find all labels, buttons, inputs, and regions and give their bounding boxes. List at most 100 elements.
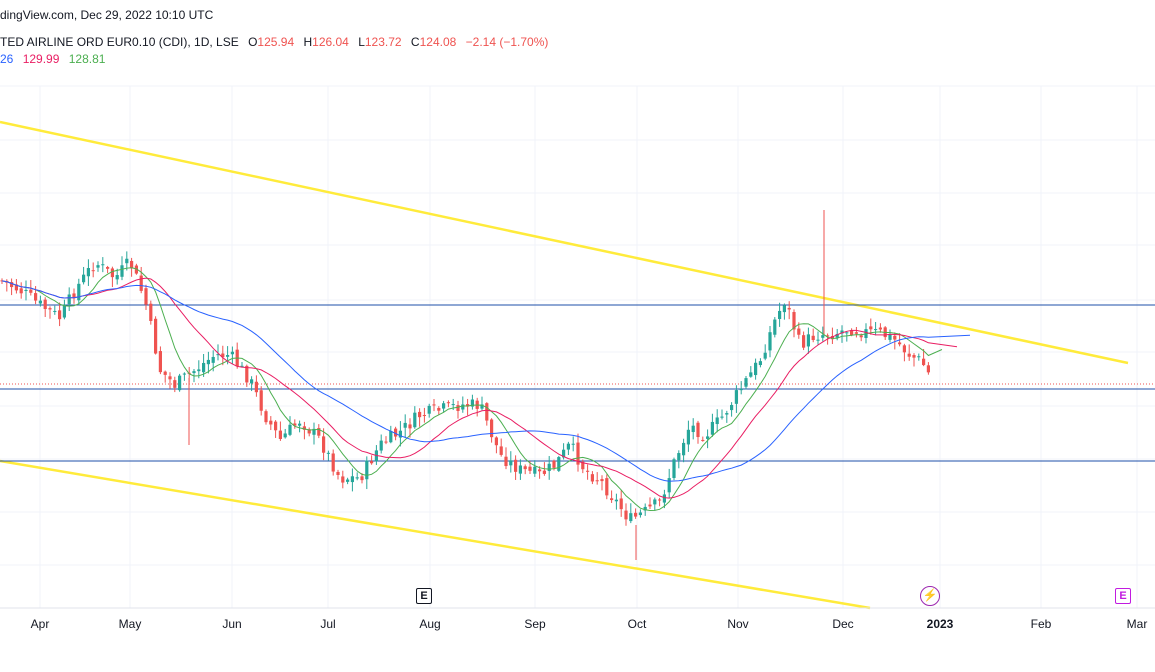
candle bbox=[62, 299, 66, 320]
candle bbox=[648, 497, 652, 510]
candle-body bbox=[158, 351, 162, 373]
candle-body bbox=[686, 429, 690, 445]
candle-body bbox=[768, 332, 772, 351]
candle bbox=[446, 400, 450, 408]
candle bbox=[874, 321, 878, 336]
candle bbox=[322, 428, 326, 461]
candle-body bbox=[259, 390, 263, 411]
candle bbox=[854, 326, 858, 338]
candle-body bbox=[173, 380, 177, 388]
time-axis[interactable]: Apr May Jun Jul Aug Sep Oct Nov Dec 2023 Feb Mar bbox=[0, 607, 1155, 631]
candle bbox=[658, 497, 662, 507]
candle-body bbox=[77, 283, 81, 301]
upper-trendline bbox=[0, 120, 1129, 365]
candle bbox=[706, 429, 710, 449]
candle bbox=[749, 366, 753, 378]
candle bbox=[600, 475, 604, 491]
candle bbox=[158, 346, 162, 375]
candle bbox=[144, 284, 148, 310]
candle-body bbox=[192, 371, 196, 374]
candle bbox=[533, 460, 537, 477]
candle bbox=[384, 436, 388, 445]
candle bbox=[778, 302, 782, 327]
candle-body bbox=[725, 413, 729, 415]
candle-body bbox=[226, 355, 230, 357]
candle-body bbox=[221, 353, 225, 358]
candle bbox=[691, 418, 695, 440]
candle-body bbox=[624, 510, 628, 520]
candle bbox=[547, 456, 551, 480]
candle-body bbox=[293, 423, 297, 426]
candle bbox=[869, 318, 873, 335]
ma-short-value: 128.81 bbox=[68, 52, 106, 66]
candle bbox=[302, 421, 306, 440]
earnings-event-aug[interactable]: E bbox=[416, 588, 432, 604]
candle bbox=[250, 376, 254, 392]
lower-trendline bbox=[0, 459, 871, 610]
candle bbox=[739, 381, 743, 395]
candle bbox=[173, 376, 177, 393]
time-axis-label: Dec bbox=[832, 617, 853, 631]
candle bbox=[365, 456, 369, 490]
candle bbox=[682, 438, 686, 463]
candle-body bbox=[648, 504, 652, 507]
candle bbox=[418, 408, 422, 427]
candle-body bbox=[581, 461, 585, 470]
candle-body bbox=[182, 373, 186, 375]
candle bbox=[571, 436, 575, 452]
dividend-event-icon[interactable]: ⚡ bbox=[920, 586, 940, 606]
candle-body bbox=[691, 425, 695, 433]
candle-body bbox=[206, 359, 210, 365]
candle-body bbox=[427, 405, 431, 414]
candle bbox=[677, 450, 681, 469]
candle-body bbox=[562, 449, 566, 458]
candle-body bbox=[605, 478, 609, 496]
open-label: O bbox=[248, 35, 258, 49]
candle-body bbox=[384, 441, 388, 443]
candle bbox=[288, 416, 292, 437]
candle-body bbox=[816, 339, 820, 341]
close-value: 124.08 bbox=[419, 35, 457, 49]
candle-body bbox=[566, 443, 570, 450]
candle bbox=[139, 266, 143, 294]
candle bbox=[470, 394, 474, 410]
candle-body bbox=[461, 404, 465, 410]
candle bbox=[787, 301, 791, 320]
candle bbox=[10, 278, 14, 296]
candle bbox=[667, 468, 671, 499]
candle bbox=[336, 469, 340, 480]
candle-body bbox=[888, 334, 892, 340]
candle-body bbox=[101, 264, 105, 266]
candle-body bbox=[408, 424, 412, 429]
candle-body bbox=[907, 353, 911, 357]
candle-body bbox=[245, 365, 249, 383]
candle-body bbox=[43, 299, 47, 310]
symbol-description: TED AIRLINE ORD EUR0.10 (CDI), 1D, LSE bbox=[0, 35, 239, 49]
moving-average-legend: 26 129.99 128.81 bbox=[0, 52, 105, 66]
candle bbox=[67, 287, 71, 311]
candle bbox=[274, 420, 278, 438]
candle-body bbox=[835, 333, 839, 338]
ma-short-line bbox=[1, 267, 943, 512]
time-axis-label: Feb bbox=[1031, 617, 1052, 631]
candle bbox=[758, 358, 762, 368]
candle-body bbox=[288, 424, 292, 435]
candle-body bbox=[763, 352, 767, 359]
candle bbox=[504, 447, 508, 470]
candle bbox=[811, 328, 815, 343]
candle-body bbox=[360, 476, 364, 481]
candle bbox=[893, 332, 897, 350]
candle-body bbox=[518, 465, 522, 474]
candle-body bbox=[701, 439, 705, 441]
earnings-event-mar[interactable]: E bbox=[1115, 588, 1131, 604]
candle-body bbox=[82, 274, 86, 283]
candle bbox=[437, 406, 441, 415]
candle bbox=[926, 362, 930, 375]
candle bbox=[341, 470, 345, 489]
candle-body bbox=[840, 330, 844, 334]
candle-body bbox=[610, 498, 614, 501]
candle-body bbox=[139, 275, 143, 291]
candle bbox=[298, 420, 302, 433]
candle-body bbox=[120, 265, 124, 277]
